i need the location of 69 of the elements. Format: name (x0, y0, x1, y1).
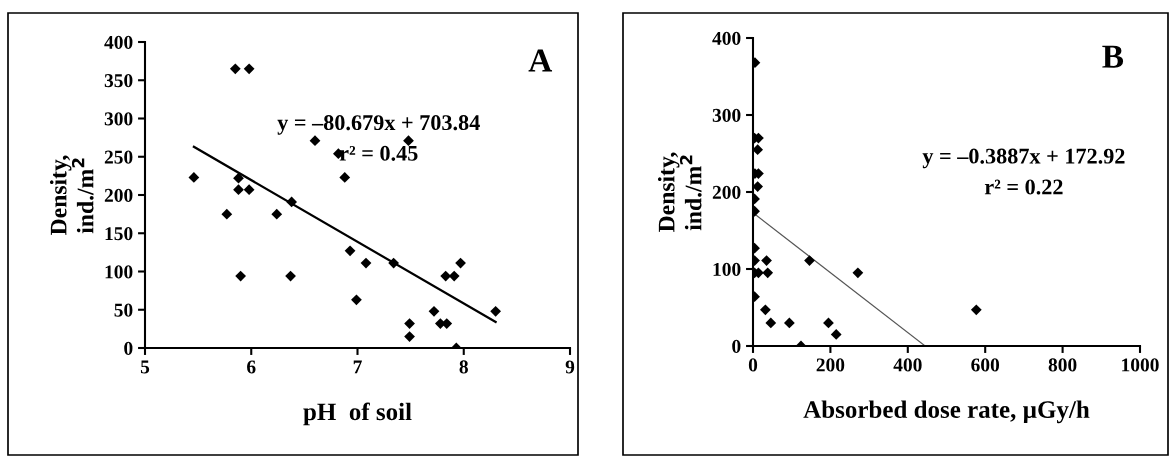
point (388, 257, 399, 269)
y-tick-label: 300 (712, 108, 741, 122)
y-tick-label: 200 (104, 188, 133, 202)
y-tick-label: 250 (104, 150, 133, 164)
point (243, 184, 255, 196)
y-tick-label: 150 (105, 227, 133, 241)
annotation: y = –0.3887x + 172.92 (922, 148, 1125, 169)
point (344, 245, 356, 257)
point (360, 257, 372, 269)
x-tick-label: 9 (565, 360, 575, 374)
point (339, 172, 351, 183)
x-axis-title: Absorbed dose rate, µGy/h (803, 400, 1090, 424)
point (404, 331, 415, 342)
point (221, 208, 233, 220)
point (229, 63, 241, 75)
point (753, 144, 764, 156)
annotation: r² = 0.22 (984, 179, 1063, 195)
y-axis-title: Density, ind./m$^{2}$ (657, 152, 702, 232)
point (351, 294, 362, 306)
x-axis-title: pH of soil (303, 402, 412, 426)
y-tick-label: 0 (732, 339, 741, 353)
y-tick-label: 0 (124, 341, 133, 355)
point (188, 172, 200, 183)
y-tick-label: 200 (712, 185, 741, 199)
y-tick-label: 100 (713, 262, 741, 276)
point (285, 270, 296, 282)
point (428, 305, 440, 317)
point (823, 317, 834, 329)
y-tick-label: 300 (104, 112, 133, 126)
x-tick-label: 200 (816, 358, 845, 372)
x-tick-label: 0 (748, 358, 758, 372)
x-tick-label: 600 (971, 358, 1000, 372)
point (309, 135, 321, 147)
y-tick-label: 350 (104, 74, 133, 88)
x-tick-label: 400 (893, 358, 922, 372)
point (830, 329, 842, 340)
point (233, 184, 244, 196)
point (286, 196, 297, 208)
point (760, 304, 771, 316)
point (271, 208, 283, 220)
point (243, 63, 255, 75)
point (852, 267, 864, 279)
point (761, 255, 772, 266)
point (404, 318, 415, 329)
x-tick-label: 800 (1048, 358, 1077, 372)
point (970, 304, 982, 316)
y-axis-title: Density, ind./m$^{2}$ (49, 155, 94, 235)
x-tick-label: 5 (140, 360, 150, 374)
point (784, 317, 795, 329)
point (765, 317, 777, 329)
y-tick-label: 50 (114, 303, 133, 317)
annotation: A (528, 49, 553, 72)
y-tick-label: 400 (712, 31, 741, 45)
y-tick-label: 100 (105, 265, 133, 279)
point (753, 181, 764, 192)
point (455, 257, 466, 269)
point (762, 267, 774, 279)
annotation: B (1102, 45, 1124, 68)
y-tick-label: 400 (104, 35, 133, 49)
point (233, 172, 244, 184)
point (804, 255, 815, 266)
x-tick-label: 1000 (1122, 358, 1159, 372)
x-tick-label: 8 (459, 360, 468, 374)
point (235, 270, 246, 282)
annotation: y = –80.679x + 703.84 (277, 115, 480, 135)
x-tick-label: 6 (247, 360, 256, 374)
point (490, 305, 501, 317)
x-tick-label: 7 (353, 360, 362, 374)
point (403, 135, 414, 147)
